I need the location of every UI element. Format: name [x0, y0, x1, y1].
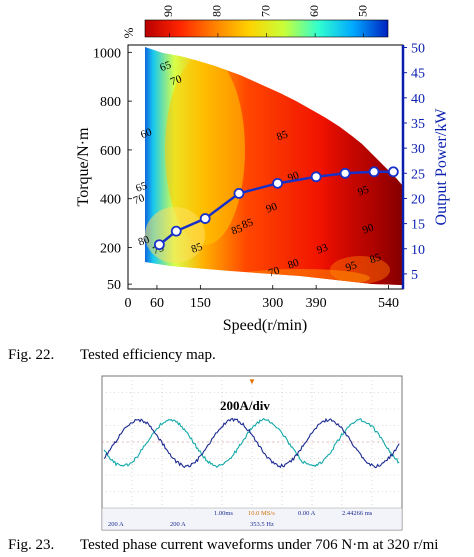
contour-label: 80	[286, 257, 301, 272]
power-point	[387, 166, 399, 178]
contour-label: 65	[134, 180, 149, 195]
y2-tick-label: 20	[411, 192, 425, 207]
power-point	[153, 239, 165, 251]
colorbar-tick-label: 60	[307, 5, 321, 17]
scope-readout: 1.00ms	[214, 510, 233, 517]
scope-readout: 200 A	[108, 521, 124, 528]
scope-readout: 353.5 Hz	[250, 521, 274, 528]
x-tick-label: 60	[150, 296, 164, 311]
contour-label: 95	[344, 259, 359, 274]
efficiency-zone-low	[165, 55, 245, 245]
power-point	[233, 188, 245, 199]
y-tick-label: 50	[107, 278, 121, 293]
y-tick-label: 200	[100, 242, 121, 257]
x-tick-label: 300	[262, 296, 283, 311]
x-tick-label: 0	[125, 296, 132, 311]
y-tick-label: 800	[100, 95, 121, 110]
power-point	[199, 213, 211, 224]
contour-label: 95	[356, 183, 371, 198]
phase-current-wave-2	[103, 417, 400, 469]
scope-readout: 0.00 A	[298, 510, 316, 517]
scope-readout: 2.44266 ms	[342, 510, 373, 517]
y2-tick-label: 10	[411, 243, 425, 258]
y-tick-label: 1000	[93, 46, 121, 61]
contour-label: 90	[361, 221, 376, 236]
x-axis-label: Speed(r/min)	[223, 317, 307, 334]
y-tick-label: 400	[100, 193, 121, 208]
x-tick-label: 150	[190, 296, 211, 311]
fig23-number: Fig. 23.	[8, 537, 55, 553]
fig22-number: Fig. 22.	[8, 347, 55, 363]
colorbar-tick-label: 50	[355, 5, 369, 17]
contour-label: 85	[368, 251, 383, 266]
fig22-caption: Fig. 22. Tested efficiency map.	[8, 347, 216, 364]
contour-label: 85	[190, 241, 205, 256]
power-point	[339, 167, 351, 179]
x-tick-label: 540	[378, 296, 399, 311]
colorbar-tick-label: 70	[258, 5, 272, 17]
y2-tick-label: 5	[411, 268, 418, 283]
y2-tick-label: 35	[411, 117, 425, 132]
y-tick-label: 600	[100, 144, 121, 159]
scope-scale-annotation: 200A/div	[220, 398, 270, 413]
contour-label: 80	[137, 233, 152, 248]
power-point	[310, 171, 322, 183]
power-point	[368, 166, 380, 178]
contour-label: 60	[139, 126, 154, 141]
y2-tick-label: 30	[411, 142, 425, 157]
colorbar-tick-label: 90	[161, 5, 175, 17]
scope-status-bar	[101, 507, 403, 531]
power-point	[170, 225, 182, 237]
phase-current-wave-1	[103, 417, 400, 468]
contour-label: 85	[230, 222, 245, 237]
y-axis-label: Torque/N·m	[75, 127, 92, 206]
scope-readout: 200 A	[170, 521, 186, 528]
contour-label: 90	[264, 200, 279, 215]
contour-label: 70	[169, 73, 184, 88]
power-point	[272, 177, 283, 189]
oscilloscope-screenshot: ▼ 200A/div 1.00ms 10.0 MS/s 0.00 A 2.44266 …	[101, 375, 403, 531]
y2-tick-label: 50	[411, 42, 425, 57]
fig22-text: Tested efficiency map.	[80, 347, 216, 363]
contour-label: 93	[315, 241, 330, 256]
y2-tick-label: 40	[411, 92, 425, 107]
fig23-caption: Fig. 23. Tested phase current waveforms u…	[8, 537, 438, 554]
y2-tick-label: 25	[411, 167, 425, 182]
y2-axis-label: Output Power/kW	[433, 108, 450, 226]
trigger-marker-icon: ▼	[248, 377, 256, 386]
colorbar-tick-label: 80	[210, 5, 224, 17]
contour-label: 70	[267, 264, 282, 279]
contour-label: 70	[132, 192, 147, 207]
fig23-text: Tested phase current waveforms under 706…	[80, 537, 439, 553]
x-tick-label: 390	[306, 296, 327, 311]
y2-tick-label: 45	[411, 67, 425, 82]
y2-tick-label: 15	[411, 218, 425, 233]
colorbar-unit: %	[121, 27, 136, 38]
contour-label: 85	[275, 128, 290, 143]
scope-readout: 10.0 MS/s	[248, 510, 275, 517]
contour-label: 85	[240, 216, 255, 231]
contour-label: 65	[158, 59, 173, 74]
